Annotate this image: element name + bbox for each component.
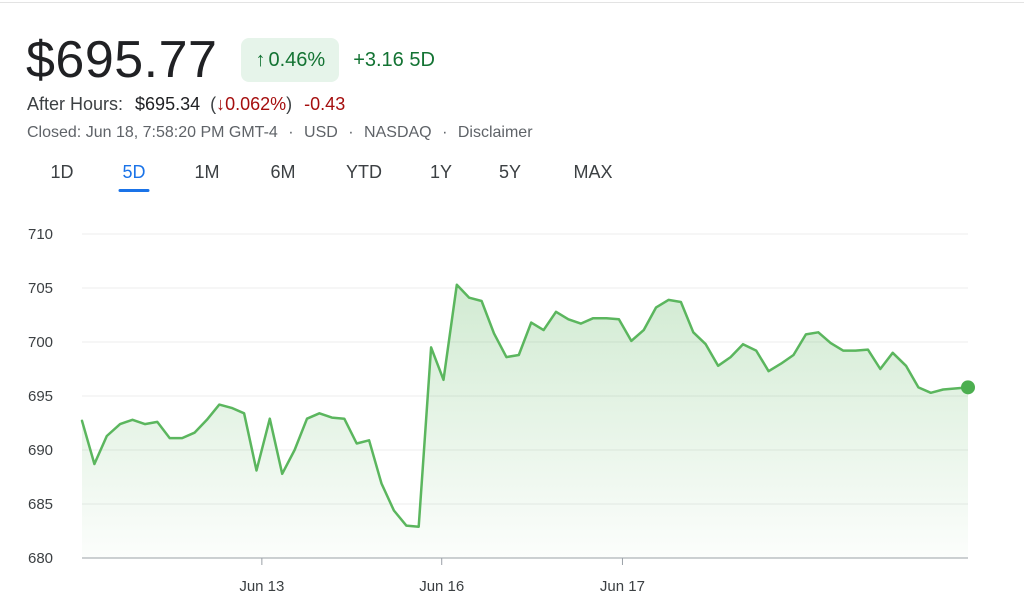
after-hours-label: After Hours: [27,94,124,114]
tab-5d[interactable]: 5D [118,162,150,192]
area-fill [82,284,968,558]
y-tick-label: 700 [28,334,53,351]
y-tick-label: 695 [28,388,53,405]
x-axis: Jun 13 Jun 16 Jun 17 [82,557,968,595]
change-period: 5D [409,48,435,71]
disclaimer-link[interactable]: Disclaimer [457,124,533,141]
tab-1d[interactable]: 1D [50,162,73,189]
tab-max[interactable]: MAX [573,162,612,189]
last-price-dot [961,380,975,395]
after-hours-change: -0.43 [304,94,346,114]
separator: · [348,124,354,141]
separator: · [288,124,294,141]
tab-label: 5Y [498,162,522,182]
y-tick-label: 680 [28,550,53,567]
exchange: NASDAQ [364,124,432,141]
range-tabs: 1D 5D 1M 6M YTD 1Y 5Y MAX [0,162,660,196]
currency: USD [304,124,338,141]
active-tab-indicator [118,189,150,192]
paren-close: ) [286,94,293,114]
change-absolute-value: +3.16 [353,48,404,71]
change-percent-chip: ↑ 0.46% [241,38,340,82]
tab-label: 1M [194,162,220,182]
market-status-line: Closed: Jun 18, 7:58:20 PM GMT-4 · USD ·… [27,124,533,142]
tab-1y[interactable]: 1Y [430,162,452,189]
y-tick-label: 705 [28,280,53,297]
y-tick-label: 685 [28,496,53,513]
tab-label: 1Y [429,162,453,182]
price-series [80,283,970,528]
tab-label: YTD [346,162,382,182]
change-absolute: +3.16 5D [353,49,435,72]
tab-ytd[interactable]: YTD [346,162,382,189]
paren-open: ( [210,94,217,114]
y-axis: 680 685 690 695 700 705 710 [28,226,53,567]
separator: · [442,124,448,141]
y-tick-label: 710 [28,226,53,243]
quote-header: $695.77 ↑ 0.46% +3.16 5D [26,30,435,90]
y-tick-label: 690 [28,442,53,459]
tab-label: 6M [270,162,296,182]
top-divider [0,2,1024,3]
tab-label: 5D [122,162,146,182]
arrow-down-icon: ↓ [216,94,226,114]
tab-5y[interactable]: 5Y [499,162,521,189]
price-line [80,283,970,528]
after-hours-percent-value: 0.062% [225,94,287,114]
area-path [82,284,968,558]
price-chart[interactable]: 680 685 690 695 700 705 710 Jun 13 Jun 16 Jun 17 [0,210,1024,610]
tab-label: MAX [573,162,613,182]
after-hours-row: After Hours: $695.34 (↓0.062%) -0.43 [27,94,345,115]
closed-timestamp: Closed: Jun 18, 7:58:20 PM GMT-4 [27,124,278,141]
tab-label: 1D [50,162,74,182]
after-hours-price: $695.34 [135,94,201,114]
x-tick-label: Jun 13 [239,578,284,595]
after-hours-percent: (↓0.062%) [210,94,292,115]
current-price: $695.77 [26,31,218,89]
arrow-up-icon: ↑ [255,48,266,71]
tab-6m[interactable]: 6M [270,162,295,189]
change-percent: 0.46% [268,48,326,71]
x-tick-label: Jun 16 [419,578,464,595]
last-price-marker [961,380,975,395]
x-tick-label: Jun 17 [600,578,645,595]
tab-1m[interactable]: 1M [194,162,219,189]
